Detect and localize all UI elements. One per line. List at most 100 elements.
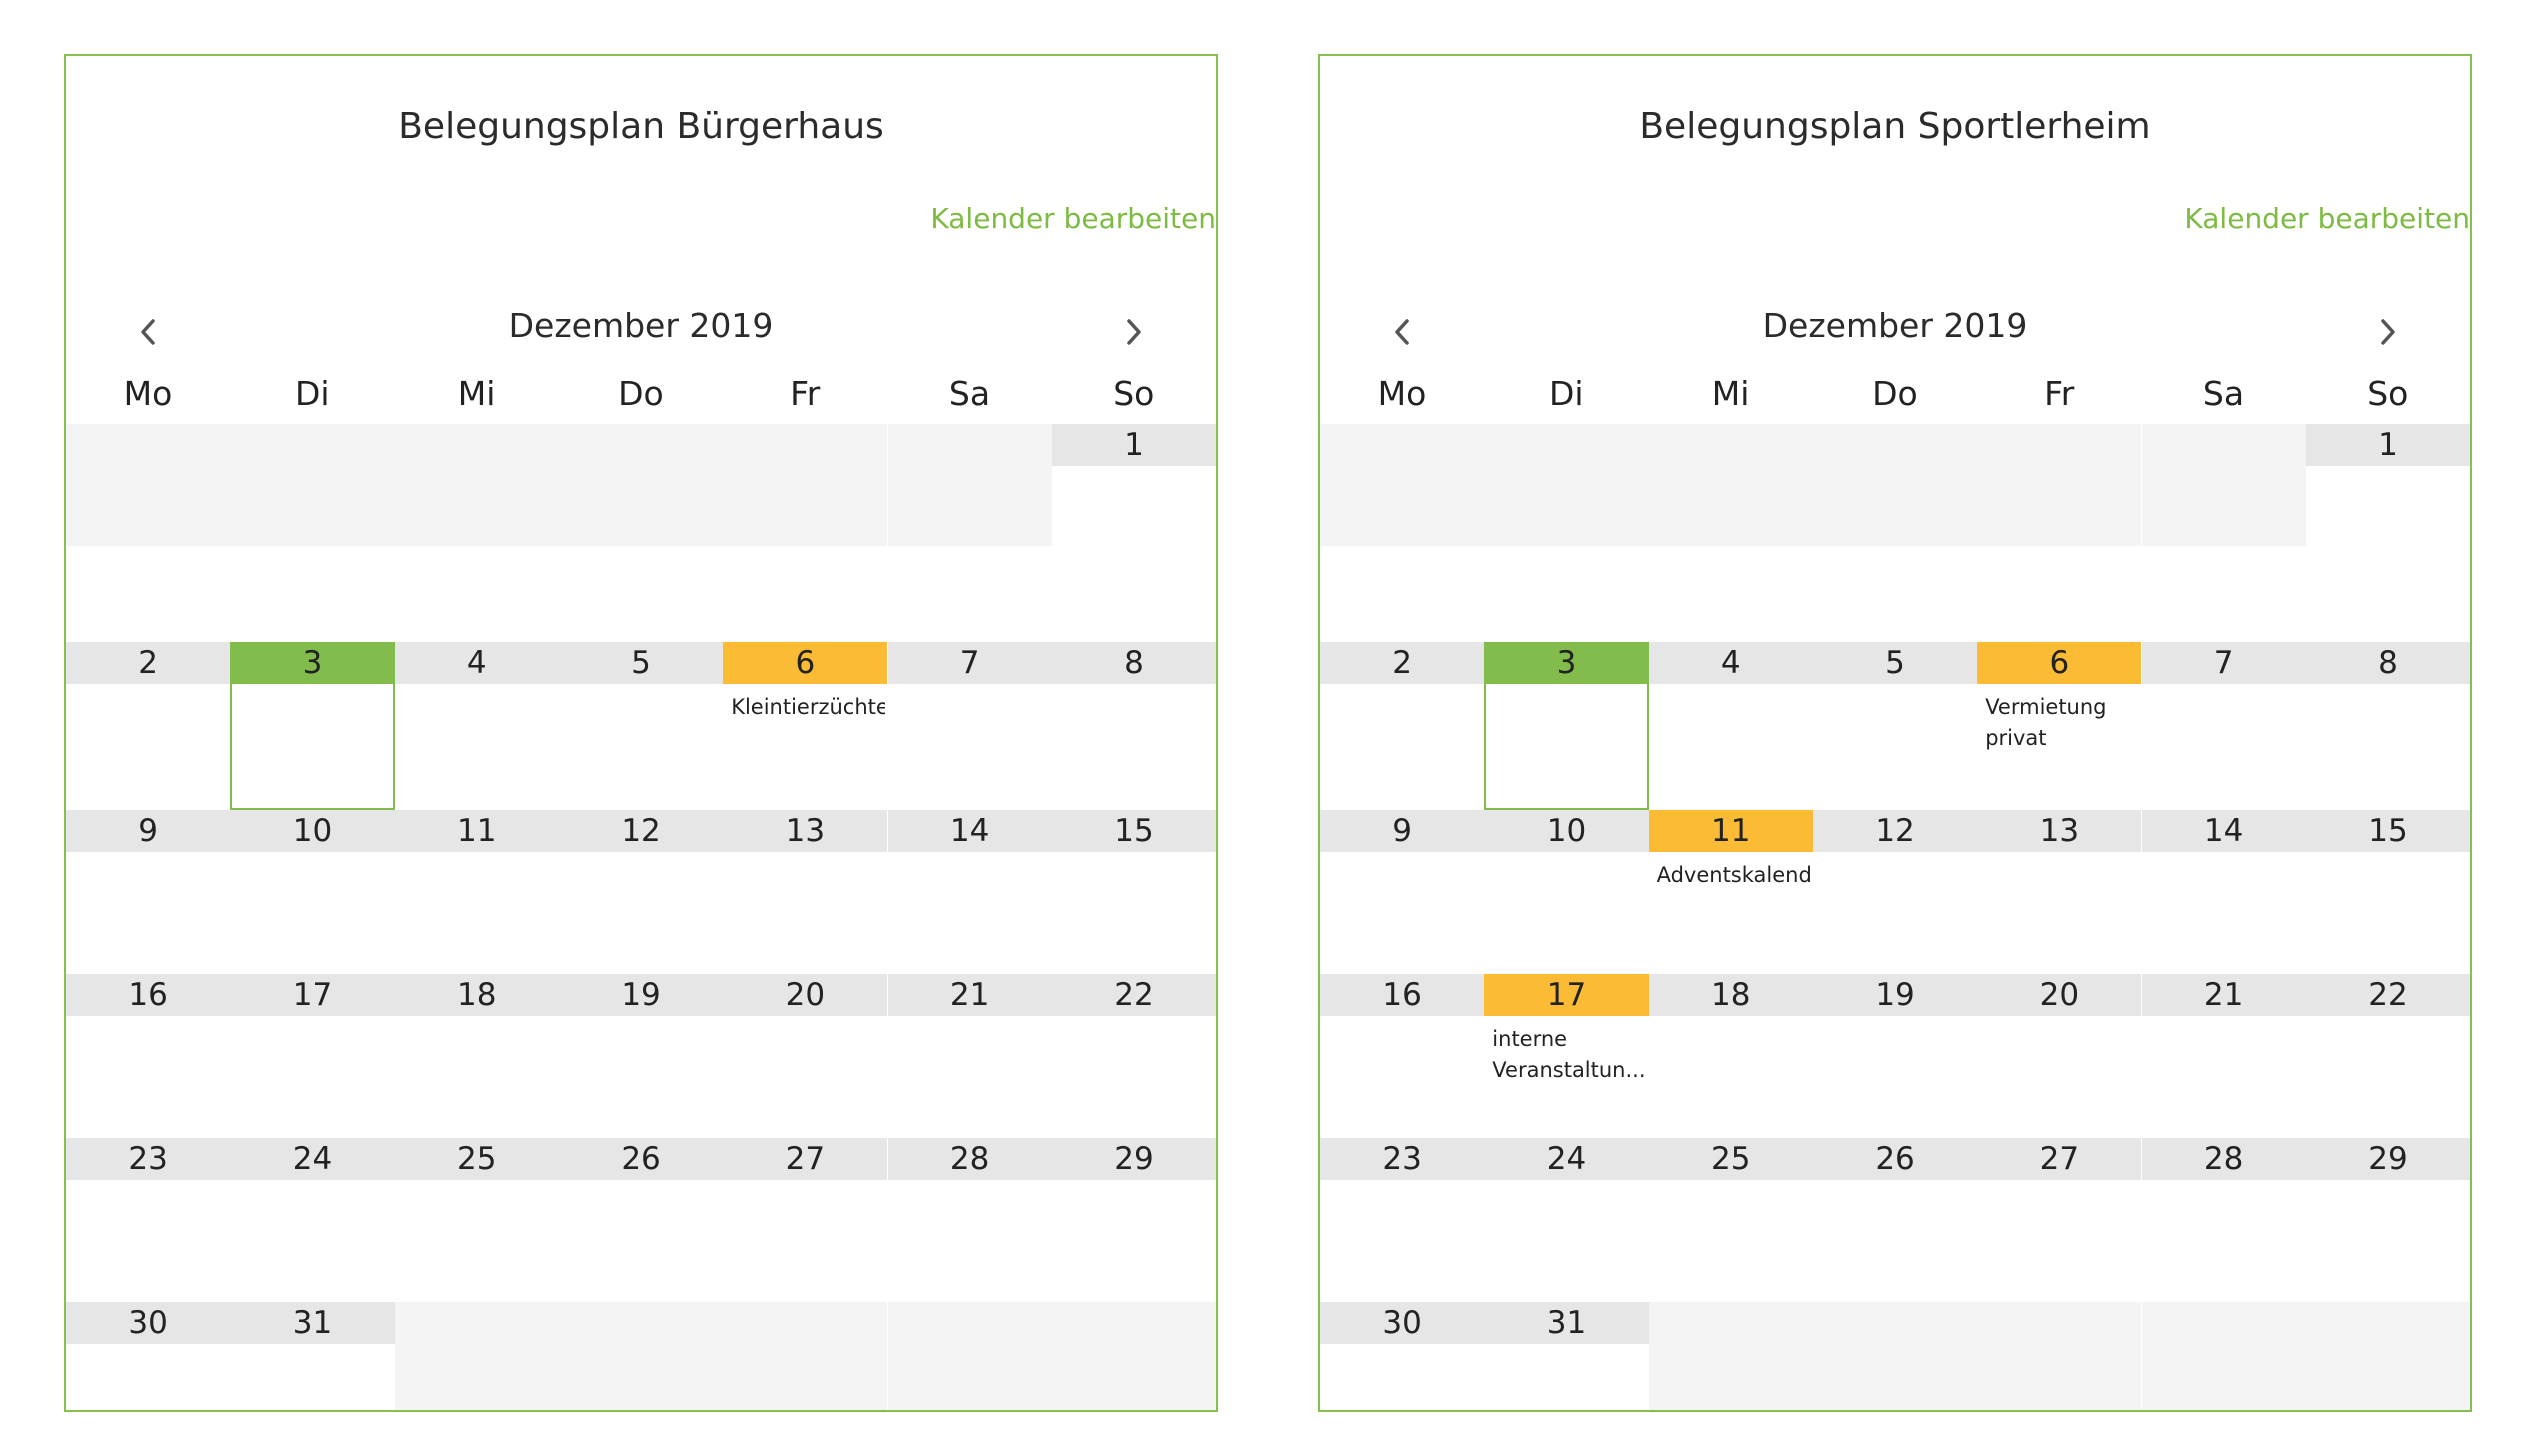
day-cell[interactable]: 28 xyxy=(2141,1138,2306,1302)
day-cell[interactable]: 25 xyxy=(1648,1138,1813,1302)
edit-calendar-link[interactable]: Kalender bearbeiten xyxy=(930,202,1216,235)
day-number: 5 xyxy=(1812,642,1978,684)
day-number: 14 xyxy=(887,810,1052,852)
day-cell[interactable]: 31 xyxy=(230,1302,395,1410)
chevron-right-icon[interactable] xyxy=(2378,316,2398,356)
day-cell[interactable]: 8 xyxy=(1051,642,1217,810)
empty-day-cell xyxy=(1977,424,2142,546)
day-number: 7 xyxy=(887,642,1052,684)
day-cell[interactable]: 10 xyxy=(230,810,395,974)
day-cell[interactable]: 27 xyxy=(1977,1138,2142,1302)
day-cell[interactable]: 12 xyxy=(1812,810,1978,974)
booking-event[interactable]: Adventskalender xyxy=(1656,863,1811,887)
day-number: 10 xyxy=(230,810,395,852)
calendar-panel-2: Belegungsplan Sportlerheim Kalender bearb… xyxy=(1318,54,2472,1412)
day-cell[interactable]: 11 Adventskalender xyxy=(1648,810,1813,974)
day-cell[interactable]: 6 Kleintierzüchter xyxy=(723,642,888,810)
day-cell[interactable]: 17 interne Veranstaltun... xyxy=(1484,974,1649,1138)
day-cell[interactable]: 3 xyxy=(230,642,395,810)
weekday-label: Do xyxy=(618,374,664,413)
chevron-left-icon[interactable] xyxy=(1392,316,1412,356)
day-cell[interactable]: 1 xyxy=(2305,424,2471,546)
empty-day-cell xyxy=(230,424,395,546)
day-cell[interactable]: 8 xyxy=(2305,642,2471,810)
day-cell[interactable]: 18 xyxy=(1648,974,1813,1138)
empty-day-cell xyxy=(723,424,888,546)
day-cell[interactable]: 28 xyxy=(887,1138,1052,1302)
day-cell[interactable]: 15 xyxy=(1051,810,1217,974)
day-cell[interactable]: 24 xyxy=(1484,1138,1649,1302)
day-cell[interactable]: 26 xyxy=(1812,1138,1978,1302)
empty-day-cell xyxy=(887,424,1052,546)
day-cell[interactable]: 18 xyxy=(394,974,559,1138)
edit-calendar-link[interactable]: Kalender bearbeiten xyxy=(2184,202,2470,235)
day-cell[interactable]: 13 xyxy=(723,810,888,974)
day-cell[interactable]: 31 xyxy=(1484,1302,1649,1410)
day-cell[interactable]: 27 xyxy=(723,1138,888,1302)
day-cell[interactable]: 20 xyxy=(1977,974,2142,1138)
day-number: 13 xyxy=(723,810,888,852)
empty-day-cell xyxy=(394,424,559,546)
day-cell[interactable]: 29 xyxy=(2305,1138,2471,1302)
day-number: 11 xyxy=(1648,810,1813,852)
empty-day-cell xyxy=(723,1302,888,1410)
day-number: 30 xyxy=(66,1302,231,1344)
day-cell[interactable]: 22 xyxy=(1051,974,1217,1138)
day-cell[interactable]: 6 Vermietung privat xyxy=(1977,642,2142,810)
day-cell[interactable]: 21 xyxy=(887,974,1052,1138)
day-cell[interactable]: 30 xyxy=(66,1302,231,1410)
day-cell[interactable]: 12 xyxy=(558,810,724,974)
day-cell[interactable]: 15 xyxy=(2305,810,2471,974)
day-number: 23 xyxy=(1320,1138,1485,1180)
day-cell[interactable]: 3 xyxy=(1484,642,1649,810)
day-cell[interactable]: 30 xyxy=(1320,1302,1485,1410)
day-number: 30 xyxy=(1320,1302,1485,1344)
booking-event[interactable]: Kleintierzüchter xyxy=(731,695,886,719)
day-number: 1 xyxy=(1051,424,1217,466)
day-number: 10 xyxy=(1484,810,1649,852)
booking-event[interactable]: Vermietung privat xyxy=(1985,695,2107,750)
day-cell[interactable]: 26 xyxy=(558,1138,724,1302)
day-cell[interactable]: 9 xyxy=(66,810,231,974)
day-cell[interactable]: 19 xyxy=(1812,974,1978,1138)
day-cell[interactable]: 25 xyxy=(394,1138,559,1302)
booking-event[interactable]: interne Veranstaltun... xyxy=(1492,1027,1646,1082)
empty-day-cell xyxy=(887,1302,1052,1410)
day-cell[interactable]: 9 xyxy=(1320,810,1485,974)
day-cell[interactable]: 14 xyxy=(887,810,1052,974)
day-number: 13 xyxy=(1977,810,2142,852)
day-cell[interactable]: 21 xyxy=(2141,974,2306,1138)
chevron-left-icon[interactable] xyxy=(138,316,158,356)
day-cell[interactable]: 20 xyxy=(723,974,888,1138)
day-cell[interactable]: 19 xyxy=(558,974,724,1138)
day-cell[interactable]: 2 xyxy=(1320,642,1485,810)
day-number: 11 xyxy=(394,810,559,852)
empty-day-cell xyxy=(2141,1302,2306,1410)
day-cell[interactable]: 5 xyxy=(558,642,724,810)
chevron-right-icon[interactable] xyxy=(1124,316,1144,356)
day-cell[interactable]: 13 xyxy=(1977,810,2142,974)
day-cell[interactable]: 1 xyxy=(1051,424,1217,546)
day-cell[interactable]: 2 xyxy=(66,642,231,810)
day-cell[interactable]: 29 xyxy=(1051,1138,1217,1302)
day-number: 21 xyxy=(2141,974,2306,1016)
day-cell[interactable]: 4 xyxy=(1648,642,1813,810)
day-cell[interactable]: 10 xyxy=(1484,810,1649,974)
day-cell[interactable]: 16 xyxy=(66,974,231,1138)
day-cell[interactable]: 7 xyxy=(2141,642,2306,810)
day-cell[interactable]: 23 xyxy=(66,1138,231,1302)
day-cell[interactable]: 11 xyxy=(394,810,559,974)
day-cell[interactable]: 24 xyxy=(230,1138,395,1302)
day-cell[interactable]: 22 xyxy=(2305,974,2471,1138)
day-cell[interactable]: 14 xyxy=(2141,810,2306,974)
day-cell[interactable]: 16 xyxy=(1320,974,1485,1138)
day-number: 4 xyxy=(1648,642,1813,684)
day-cell[interactable]: 17 xyxy=(230,974,395,1138)
empty-day-cell xyxy=(1648,1302,1813,1410)
day-number: 21 xyxy=(887,974,1052,1016)
day-cell[interactable]: 7 xyxy=(887,642,1052,810)
day-number: 2 xyxy=(66,642,231,684)
day-cell[interactable]: 23 xyxy=(1320,1138,1485,1302)
day-cell[interactable]: 4 xyxy=(394,642,559,810)
day-cell[interactable]: 5 xyxy=(1812,642,1978,810)
